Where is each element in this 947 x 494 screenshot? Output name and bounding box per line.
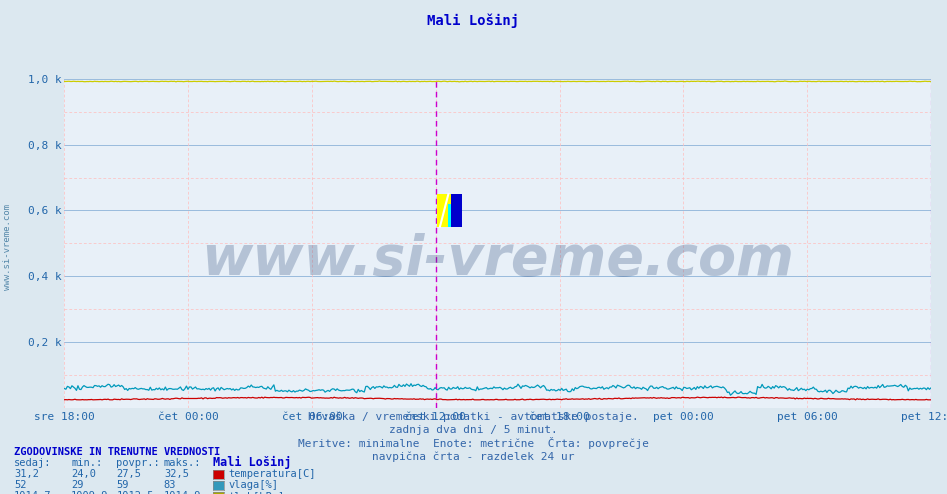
Text: 1014,9: 1014,9 <box>164 491 202 494</box>
Text: 52: 52 <box>14 480 27 490</box>
Text: 1014,7: 1014,7 <box>14 491 52 494</box>
Text: maks.:: maks.: <box>164 458 202 468</box>
Text: povpr.:: povpr.: <box>116 458 160 468</box>
Text: 29: 29 <box>71 480 83 490</box>
Text: temperatura[C]: temperatura[C] <box>228 469 315 479</box>
Text: 31,2: 31,2 <box>14 469 39 479</box>
Text: Meritve: minimalne  Enote: metrične  Črta: povprečje: Meritve: minimalne Enote: metrične Črta:… <box>298 437 649 449</box>
FancyBboxPatch shape <box>449 204 456 227</box>
Text: Mali Lošinj: Mali Lošinj <box>213 456 292 469</box>
Text: navpična črta - razdelek 24 ur: navpična črta - razdelek 24 ur <box>372 452 575 462</box>
Text: 32,5: 32,5 <box>164 469 188 479</box>
Text: 1009,9: 1009,9 <box>71 491 109 494</box>
Text: tlak[hPa]: tlak[hPa] <box>228 491 284 494</box>
Text: 1012,5: 1012,5 <box>116 491 154 494</box>
Text: ZGODOVINSKE IN TRENUTNE VREDNOSTI: ZGODOVINSKE IN TRENUTNE VREDNOSTI <box>14 448 221 457</box>
Text: Mali Lošinj: Mali Lošinj <box>427 14 520 28</box>
FancyBboxPatch shape <box>451 194 462 227</box>
Text: 59: 59 <box>116 480 129 490</box>
Text: 24,0: 24,0 <box>71 469 96 479</box>
Text: 83: 83 <box>164 480 176 490</box>
Text: www.si-vreme.com: www.si-vreme.com <box>201 233 795 287</box>
Text: Hrvaška / vremenski podatki - avtomatske postaje.: Hrvaška / vremenski podatki - avtomatske… <box>308 412 639 422</box>
Text: www.si-vreme.com: www.si-vreme.com <box>3 204 12 290</box>
Text: zadnja dva dni / 5 minut.: zadnja dva dni / 5 minut. <box>389 425 558 435</box>
Text: 27,5: 27,5 <box>116 469 141 479</box>
Text: sedaj:: sedaj: <box>14 458 52 468</box>
Text: vlaga[%]: vlaga[%] <box>228 480 278 490</box>
FancyBboxPatch shape <box>438 194 451 227</box>
Text: min.:: min.: <box>71 458 102 468</box>
